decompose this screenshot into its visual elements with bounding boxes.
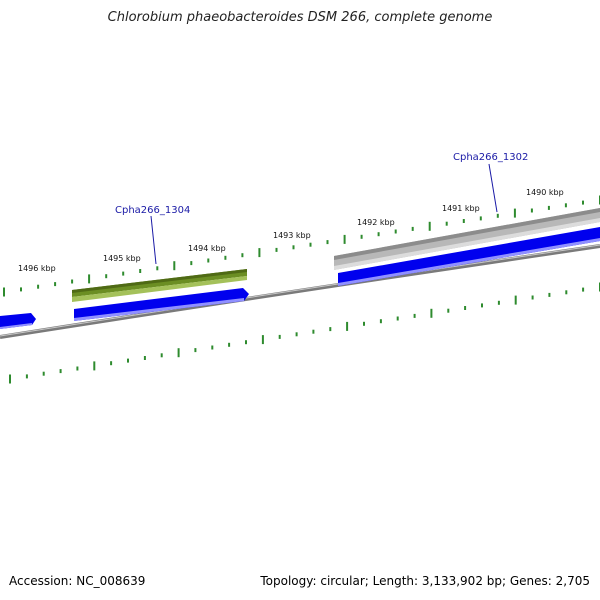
gene-cpha266-1302[interactable] — [334, 208, 600, 270]
tick-label-1491: 1491 kbp — [442, 204, 480, 213]
accession-text: Accession: NC_008639 — [9, 574, 146, 588]
gene-label-line-1302 — [488, 163, 498, 213]
genome-backbone — [0, 244, 600, 339]
gene-cpha266-1304[interactable] — [72, 269, 247, 302]
genome-backbone-highlight — [0, 244, 600, 337]
tick-label-1493: 1493 kbp — [273, 231, 311, 240]
upper-tick-ruler — [3, 195, 600, 297]
tick-label-1495: 1495 kbp — [103, 254, 141, 263]
gene-label-cpha266-1304[interactable]: Cpha266_1304 — [115, 205, 190, 216]
gene-label-line-1304 — [150, 215, 157, 265]
genome-summary-text: Topology: circular; Length: 3,133,902 bp… — [260, 574, 590, 588]
tick-label-1490: 1490 kbp — [526, 188, 564, 197]
cds-arrow-middle[interactable] — [74, 288, 249, 321]
gene-label-cpha266-1302[interactable]: Cpha266_1302 — [453, 152, 528, 163]
cds-arrow-left[interactable] — [0, 313, 36, 329]
tick-label-1494: 1494 kbp — [188, 244, 226, 253]
cds-arrow-right[interactable] — [338, 227, 600, 286]
tick-label-1492: 1492 kbp — [357, 218, 395, 227]
map-title: Chlorobium phaeobacteroides DSM 266, com… — [107, 10, 493, 25]
lower-tick-ruler — [9, 282, 600, 384]
tick-label-1496: 1496 kbp — [18, 264, 56, 273]
